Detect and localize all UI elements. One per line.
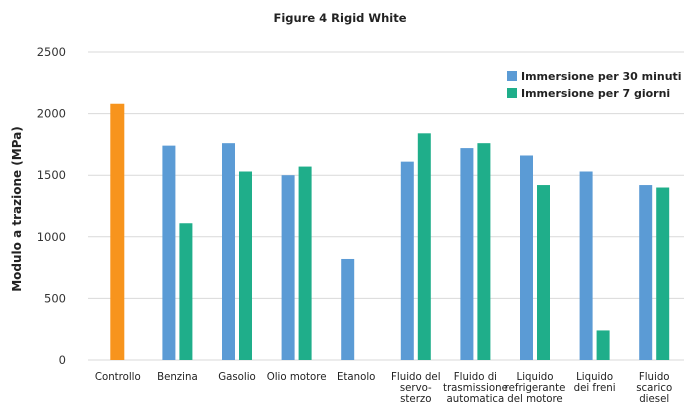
bar-immersione-30-min: [341, 258, 355, 360]
x-tick-label: Controllo: [95, 372, 141, 383]
bar-immersione-7-giorni: [537, 185, 550, 360]
x-tick-labels: Controllo Benzina Gasolio Olio motore Etanol…: [95, 372, 672, 405]
legend: Immersione per 30 minuti Immersione per …: [507, 70, 682, 100]
x-tick-label: Olio motore: [267, 372, 327, 383]
legend-swatch-7-days: [507, 88, 517, 98]
legend-swatch-30-min: [507, 71, 517, 81]
y-tick-label: 500: [44, 291, 66, 305]
bar-immersione-7-giorni: [239, 171, 252, 360]
x-tick-label: Liquido refrigerante del motore: [505, 372, 566, 405]
bar-immersione-30-min: [222, 143, 235, 360]
bar-immersione-30-min: [162, 145, 176, 360]
bar-immersione-30-min: [400, 161, 414, 360]
bar-immersione-30-min: [579, 171, 593, 360]
x-tick-label: Gasolio: [218, 372, 256, 383]
bars: [110, 103, 670, 360]
y-tick-label: 1500: [37, 168, 66, 182]
bar-immersione-7-giorni: [179, 223, 193, 360]
bar-controllo: [110, 103, 125, 360]
bar-immersione-7-giorni: [596, 330, 610, 360]
bar-immersione-30-min: [639, 185, 653, 360]
x-tick-label: Etanolo: [337, 372, 375, 383]
x-tick-label: Fluido di trasmissione automatica: [443, 372, 508, 405]
y-tick-labels: 0 500 1000 1500 2000 2500: [37, 45, 66, 367]
y-axis-label: Modulo a trazione (MPa): [10, 126, 24, 292]
bar-immersione-7-giorni: [417, 133, 431, 360]
x-tick-label: Fluido scarico diesel: [636, 372, 672, 405]
y-tick-label: 1000: [37, 230, 66, 244]
bar-immersione-30-min: [520, 155, 533, 360]
y-tick-label: 2000: [37, 107, 66, 121]
bar-immersione-7-giorni: [298, 166, 312, 360]
x-tick-label: Liquido dei freni: [574, 372, 616, 394]
legend-label-7-days: Immersione per 7 giorni: [521, 87, 670, 100]
y-tick-label: 0: [59, 353, 66, 367]
legend-label-30-min: Immersione per 30 minuti: [521, 70, 682, 83]
bar-immersione-30-min: [281, 175, 295, 360]
x-tick-label: Fluido del servo-sterzo: [391, 372, 440, 405]
x-tick-label: Benzina: [157, 372, 198, 383]
bar-immersione-30-min: [460, 148, 474, 360]
y-tick-label: 2500: [37, 45, 66, 59]
bar-immersione-7-giorni: [656, 187, 670, 360]
chart-title: Figure 4 Rigid White: [273, 11, 406, 25]
bar-immersione-7-giorni: [477, 143, 491, 360]
